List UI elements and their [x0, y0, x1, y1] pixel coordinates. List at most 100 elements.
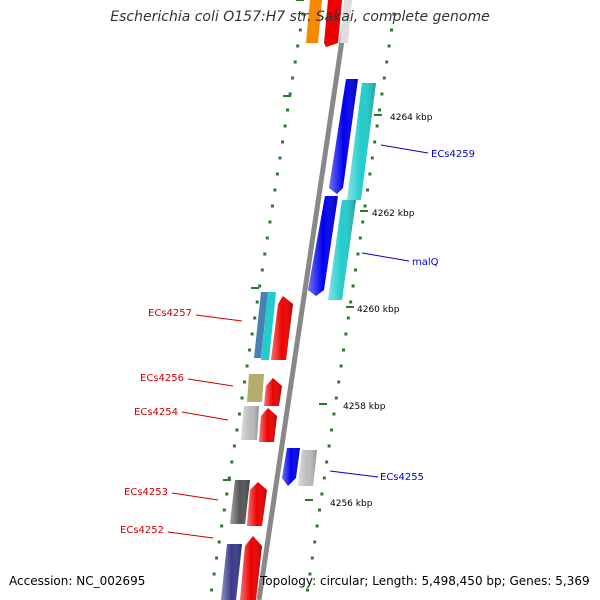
tick-dot — [215, 556, 219, 560]
gene-red-top[interactable] — [324, 0, 342, 47]
tick-dot — [390, 28, 393, 32]
gene-label-ecs4254[interactable]: ECs4254 — [134, 407, 178, 418]
scale-label: 4258 kbp — [343, 402, 386, 412]
scale-label: 4264 kbp — [390, 113, 433, 123]
scale-label: 4262 kbp — [372, 209, 415, 219]
gene-label-ecs4255[interactable]: ECs4255 — [380, 472, 424, 483]
tick-dot — [378, 108, 381, 112]
tick-dot — [258, 284, 262, 288]
tick-dot — [253, 316, 257, 320]
tick-dot — [255, 300, 259, 304]
gene-ecs4257-red-shade — [271, 296, 293, 360]
tick-dot — [278, 156, 282, 160]
tick-dot — [363, 204, 367, 208]
gene-labels: ECs4259 malQ ECs4255 ECs4257 ECs4256 ECs… — [120, 149, 475, 536]
tick-dot — [315, 524, 319, 528]
tick-dot — [354, 268, 357, 272]
gene-ecs4253-red-shade — [247, 482, 267, 526]
tick-dot — [322, 476, 326, 480]
tick-dot — [330, 428, 333, 432]
tick-dot — [308, 572, 312, 576]
tick-dot — [298, 28, 302, 32]
callout-lines — [167, 144, 429, 539]
tick-dot — [263, 252, 267, 256]
tick-dot — [351, 284, 355, 288]
gene-label-malq[interactable]: malQ — [412, 257, 439, 268]
tick-dot — [337, 380, 341, 384]
scale-ticks — [223, 0, 382, 501]
tick-dot — [327, 444, 331, 448]
gene-ecs4252-slate-shade — [221, 544, 242, 600]
tick-dot — [382, 76, 386, 80]
tick-dot — [349, 300, 353, 304]
gene-ecs4254-gray-shade — [241, 406, 259, 440]
gene-label-ecs4259[interactable]: ECs4259 — [431, 149, 475, 160]
tick-dot — [313, 540, 317, 544]
tick-dot — [230, 460, 234, 464]
accession-text: Accession: NC_002695 — [9, 574, 146, 588]
tick-dot — [332, 412, 336, 416]
gene-orange-top[interactable] — [306, 0, 322, 43]
tick-dot — [325, 460, 329, 464]
genome-summary-text: Topology: circular; Length: 5,498,450 bp… — [260, 574, 590, 588]
gene-ecs4256-red-shade — [264, 378, 282, 406]
tick-dot — [250, 332, 254, 336]
gene-ecs4253-darkgray-shade — [230, 480, 250, 524]
tick-dot — [361, 220, 365, 224]
tick-dot — [334, 396, 338, 400]
tick-dot — [392, 12, 396, 16]
tick-dot — [368, 172, 372, 176]
gene-ecs4255-gray-shade — [298, 450, 317, 486]
tick-dot — [320, 492, 324, 496]
gene-ecs4254-red-shade — [259, 408, 277, 442]
tick-dot — [293, 60, 297, 64]
gene-ecs4252-red-shade — [240, 536, 262, 600]
tick-dot — [227, 476, 231, 480]
tick-dot — [346, 316, 350, 320]
tick-dot — [281, 140, 284, 144]
tick-dot — [270, 204, 274, 208]
gene-ecs4255-blue-shade — [282, 448, 300, 486]
tick-dot — [306, 588, 309, 592]
tick-dot — [366, 188, 369, 192]
tick-dot — [344, 332, 348, 336]
gene-ecs4259-blue-shade — [329, 79, 358, 194]
tick-dot — [375, 124, 379, 128]
gene-label-ecs4256[interactable]: ECs4256 — [140, 373, 184, 384]
gene-ecs4257-steelblue[interactable] — [254, 292, 268, 358]
tick-dot — [225, 492, 229, 496]
tick-dot — [240, 396, 244, 400]
tick-dot — [237, 412, 241, 416]
gene-label-ecs4257[interactable]: ECs4257 — [148, 308, 192, 319]
gene-malq-cyan-shade — [328, 200, 356, 300]
gene-label-ecs4253[interactable]: ECs4253 — [124, 487, 168, 498]
tick-dot — [301, 12, 305, 16]
tick-dot — [296, 44, 300, 48]
tick-dot — [235, 428, 239, 432]
tick-dot — [370, 156, 374, 160]
tick-dot — [212, 572, 216, 576]
tick-dot — [217, 540, 221, 544]
gene-gray-top[interactable] — [340, 0, 352, 43]
map-title: Escherichia coli O157:H7 str. Sakai, com… — [110, 9, 490, 25]
tick-dot — [286, 108, 290, 112]
tick-dot — [260, 268, 264, 272]
tick-dot — [275, 172, 279, 176]
tick-dot — [265, 236, 269, 240]
scale-labels: 4264 kbp 4262 kbp 4260 kbp 4258 kbp 4256… — [330, 113, 433, 509]
scale-label: 4256 kbp — [330, 499, 373, 509]
tick-dot — [220, 524, 224, 528]
tick-dot — [318, 508, 321, 512]
tick-dot — [385, 60, 389, 64]
gene-ecs4257-cyan[interactable] — [261, 292, 276, 360]
gene-malq-blue-shade — [308, 196, 338, 296]
tick-dot — [232, 444, 236, 448]
tick-dot — [310, 556, 314, 560]
tick-dot — [273, 188, 277, 192]
gene-label-ecs4252[interactable]: ECs4252 — [120, 525, 164, 536]
tick-dot — [339, 364, 343, 368]
gene-ecs4256-khaki[interactable] — [247, 374, 264, 402]
gene-ecs4259-cyan-shade — [347, 83, 376, 200]
